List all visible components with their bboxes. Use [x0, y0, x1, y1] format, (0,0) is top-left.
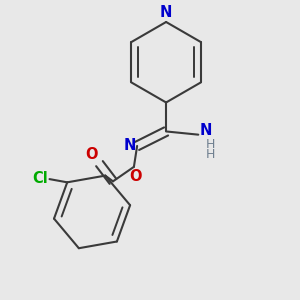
- Text: N: N: [123, 138, 136, 153]
- Text: O: O: [85, 147, 98, 162]
- Text: O: O: [129, 169, 142, 184]
- Text: H: H: [206, 138, 215, 151]
- Text: Cl: Cl: [32, 171, 48, 186]
- Text: N: N: [200, 123, 212, 138]
- Text: N: N: [160, 5, 172, 20]
- Text: H: H: [206, 148, 215, 160]
